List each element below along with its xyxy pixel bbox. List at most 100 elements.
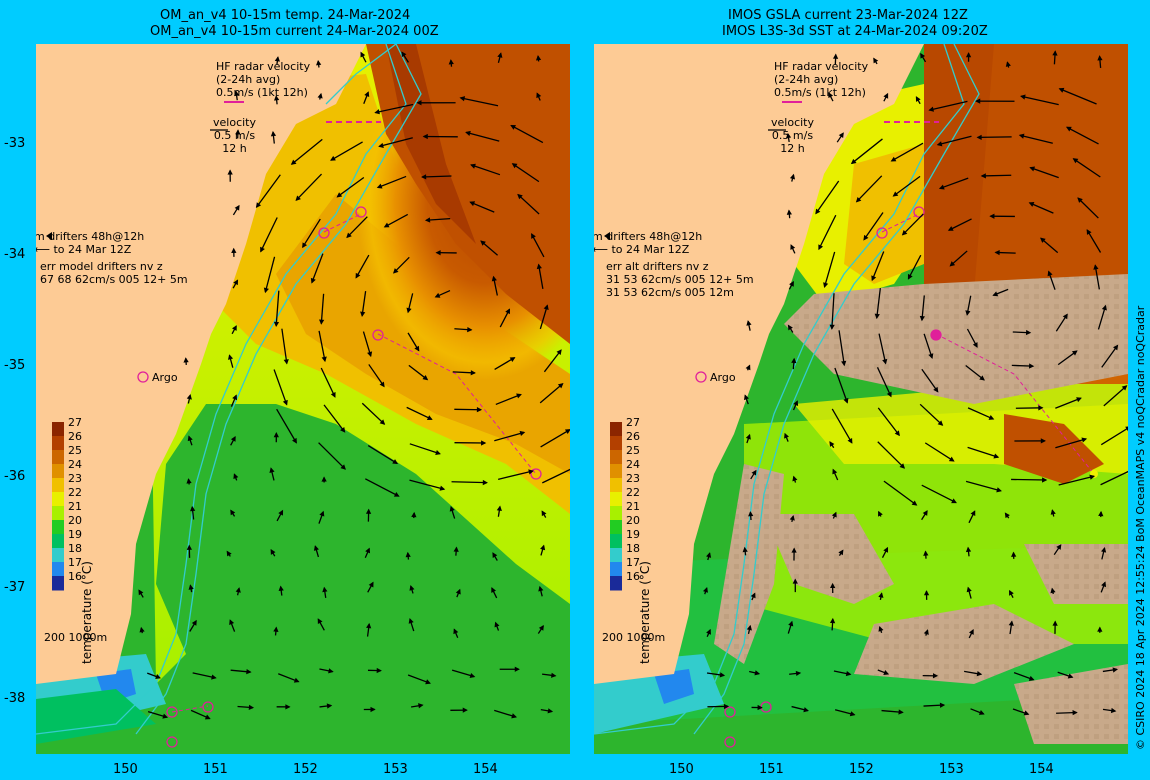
current-arrow [424, 217, 451, 223]
colorbar-tick-label: 26 [626, 430, 640, 443]
current-arrow [1097, 55, 1103, 68]
current-arrow [702, 587, 708, 595]
x-tick-label: 153 [383, 762, 408, 777]
current-arrow [234, 90, 240, 101]
colorbar-swatch [52, 548, 64, 563]
current-arrow [785, 132, 792, 143]
current-arrow [707, 703, 730, 710]
current-arrow [790, 244, 796, 254]
current-arrow [273, 432, 279, 443]
current-arrow [319, 293, 325, 325]
y-tick-label: -38 [4, 691, 26, 706]
current-arrow [363, 706, 376, 713]
current-arrow [746, 320, 752, 331]
satellite-sst-field [594, 44, 1128, 754]
current-arrow [536, 263, 544, 289]
current-arrow [537, 624, 544, 634]
current-arrow [453, 628, 459, 639]
current-arrow [346, 216, 368, 239]
current-arrow [994, 249, 1016, 256]
current-arrow [786, 209, 792, 219]
current-arrow [749, 670, 761, 676]
current-arrow [318, 442, 346, 470]
current-arrow [186, 394, 192, 404]
current-arrow [365, 478, 400, 497]
colorbar-tick-label: 21 [626, 500, 640, 513]
current-arrow [186, 478, 192, 485]
current-arrow [536, 92, 542, 101]
current-arrow [881, 546, 889, 559]
current-arrow [938, 177, 969, 190]
current-arrow [454, 407, 483, 413]
current-arrow [1100, 470, 1128, 486]
current-arrow [1011, 363, 1035, 369]
error-stats-label: err model drifters nv z 67 68 62cm/s 005 … [40, 260, 188, 286]
colorbar-title: temperature (°C) [80, 561, 94, 664]
model-temperature-map[interactable]: HF radar velocity (2-24h avg) 0.5m/s (1kt … [36, 44, 570, 754]
current-arrow [923, 550, 929, 559]
current-arrow [924, 442, 955, 462]
current-arrow [278, 585, 284, 596]
current-arrow [965, 295, 972, 316]
colorbar-swatch [610, 576, 622, 591]
current-arrow [1101, 344, 1119, 368]
current-arrow [838, 549, 844, 556]
current-arrow [227, 354, 234, 368]
hf-radar-line2: (2-24h avg) [216, 73, 281, 86]
current-arrow [407, 674, 431, 685]
credit-label: © CSIRO 2024 18 Apr 2024 12:55:24 BoM Oc… [1134, 305, 1147, 750]
current-arrow [226, 550, 232, 557]
current-arrow [1055, 397, 1082, 409]
colorbar-swatch [52, 450, 64, 465]
velocity-scale-label: velocity 0.5 m/s 12 h [213, 116, 256, 155]
colorbar-swatch [52, 422, 64, 437]
current-arrow [230, 435, 236, 446]
current-arrow [792, 578, 798, 593]
x-tick-label: 150 [113, 762, 138, 777]
colorbar-swatch [610, 478, 622, 493]
current-arrow [965, 546, 972, 557]
current-arrow [189, 619, 197, 632]
current-arrow [317, 92, 323, 100]
current-arrow [1102, 667, 1119, 673]
current-arrow [838, 330, 847, 367]
current-arrow [923, 333, 934, 359]
observed-sst-map[interactable]: HF radar velocity (2-24h avg) 0.5m/s (1kt … [594, 44, 1128, 754]
current-arrow [921, 368, 939, 393]
current-arrow [1086, 229, 1102, 253]
error-line1: err model drifters nv z [40, 260, 163, 273]
current-arrow [832, 468, 839, 481]
x-tick-label: 154 [1029, 762, 1054, 777]
current-arrow [491, 275, 498, 296]
colorbar-swatch [610, 506, 622, 521]
current-arrow [1011, 477, 1048, 483]
current-arrow [966, 586, 972, 599]
current-arrow [706, 672, 726, 678]
colorbar-tick-label: 16 [626, 570, 640, 583]
colorbar-tick-label: 22 [626, 486, 640, 499]
velocity-line2: 0.5 m/s [771, 129, 814, 142]
current-arrow [1055, 313, 1068, 332]
current-arrow [330, 141, 363, 161]
current-arrow [230, 394, 238, 407]
current-arrow [863, 212, 884, 241]
current-arrow [392, 256, 410, 274]
current-arrow [360, 51, 367, 63]
current-arrow [1028, 202, 1054, 214]
current-arrow [230, 669, 252, 675]
current-arrow [366, 622, 372, 637]
colorbar-tick-label: 18 [68, 542, 82, 555]
current-arrow [319, 703, 333, 709]
current-arrows [138, 51, 570, 720]
current-arrow [454, 440, 487, 446]
current-arrow [434, 289, 451, 298]
y-tick-label: -34 [4, 247, 26, 262]
current-arrow [1050, 587, 1056, 595]
current-arrow [744, 394, 749, 405]
current-arrow [968, 510, 976, 524]
current-arrow [273, 626, 279, 636]
colorbar-swatch [610, 450, 622, 465]
current-arrow [949, 250, 968, 267]
current-arrow [1058, 87, 1097, 105]
x-tick-label: 151 [203, 762, 228, 777]
